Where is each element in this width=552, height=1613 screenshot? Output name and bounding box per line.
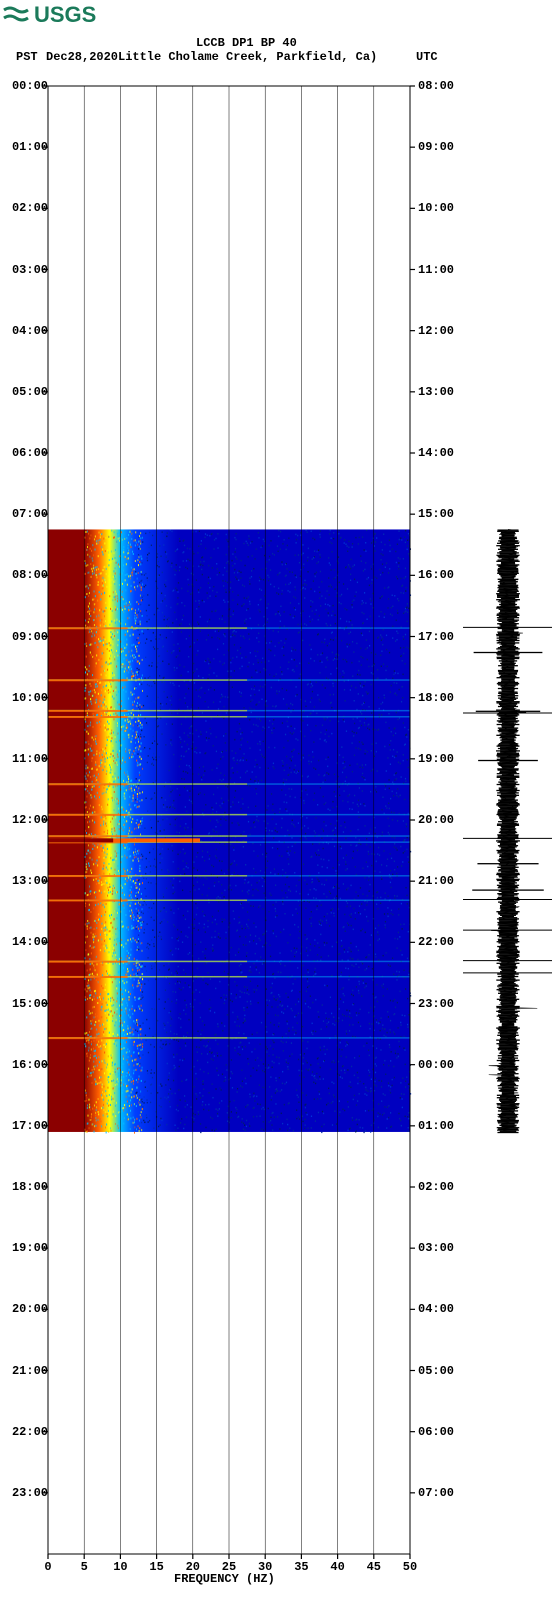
y-label-right: 06:00	[418, 1425, 458, 1439]
y-label-left: 10:00	[8, 691, 48, 705]
y-label-left: 20:00	[8, 1302, 48, 1316]
y-label-left: 01:00	[8, 140, 48, 154]
y-label-left: 14:00	[8, 935, 48, 949]
y-label-left: 08:00	[8, 568, 48, 582]
y-label-left: 11:00	[8, 752, 48, 766]
x-label: 40	[328, 1560, 348, 1574]
y-label-right: 13:00	[418, 385, 458, 399]
y-label-left: 03:00	[8, 263, 48, 277]
y-label-left: 16:00	[8, 1058, 48, 1072]
y-label-left: 19:00	[8, 1241, 48, 1255]
y-label-left: 21:00	[8, 1364, 48, 1378]
y-label-left: 17:00	[8, 1119, 48, 1133]
y-label-left: 15:00	[8, 997, 48, 1011]
y-label-right: 20:00	[418, 813, 458, 827]
y-label-left: 04:00	[8, 324, 48, 338]
y-label-right: 01:00	[418, 1119, 458, 1133]
y-label-right: 21:00	[418, 874, 458, 888]
y-label-right: 22:00	[418, 935, 458, 949]
y-label-right: 15:00	[418, 507, 458, 521]
spectrogram-plot	[0, 0, 552, 1613]
y-label-left: 05:00	[8, 385, 48, 399]
waveform-trace	[472, 529, 544, 1133]
y-label-left: 22:00	[8, 1425, 48, 1439]
y-label-left: 12:00	[8, 813, 48, 827]
x-label: 45	[364, 1560, 384, 1574]
y-label-right: 00:00	[418, 1058, 458, 1072]
y-label-left: 23:00	[8, 1486, 48, 1500]
y-label-right: 03:00	[418, 1241, 458, 1255]
x-label: 5	[74, 1560, 94, 1574]
y-label-right: 10:00	[418, 201, 458, 215]
y-label-right: 17:00	[418, 630, 458, 644]
y-label-right: 07:00	[418, 1486, 458, 1500]
x-label: 50	[400, 1560, 420, 1574]
x-label: 35	[291, 1560, 311, 1574]
y-label-right: 14:00	[418, 446, 458, 460]
y-label-right: 12:00	[418, 324, 458, 338]
y-label-right: 18:00	[418, 691, 458, 705]
x-label: 15	[147, 1560, 167, 1574]
y-label-right: 05:00	[418, 1364, 458, 1378]
y-label-right: 19:00	[418, 752, 458, 766]
y-label-left: 18:00	[8, 1180, 48, 1194]
x-axis-label: FREQUENCY (HZ)	[174, 1572, 275, 1586]
y-label-left: 00:00	[8, 79, 48, 93]
y-label-left: 13:00	[8, 874, 48, 888]
y-label-right: 08:00	[418, 79, 458, 93]
x-label: 10	[110, 1560, 130, 1574]
y-label-left: 06:00	[8, 446, 48, 460]
y-label-right: 02:00	[418, 1180, 458, 1194]
y-label-left: 02:00	[8, 201, 48, 215]
y-label-right: 23:00	[418, 997, 458, 1011]
y-label-left: 09:00	[8, 630, 48, 644]
y-label-right: 04:00	[418, 1302, 458, 1316]
x-label: 0	[38, 1560, 58, 1574]
y-label-right: 09:00	[418, 140, 458, 154]
y-label-right: 11:00	[418, 263, 458, 277]
y-label-left: 07:00	[8, 507, 48, 521]
y-label-right: 16:00	[418, 568, 458, 582]
